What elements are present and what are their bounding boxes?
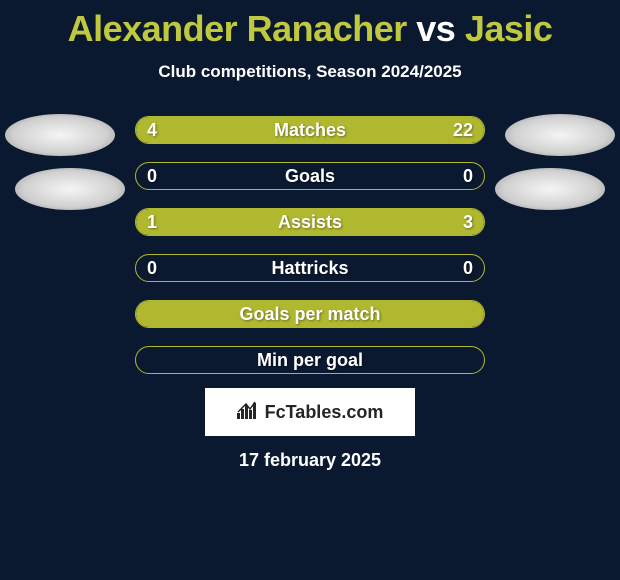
snapshot-date: 17 february 2025 — [0, 450, 620, 471]
vs-text: vs — [416, 8, 455, 49]
stat-row: Matches422 — [135, 112, 485, 148]
brand-badge[interactable]: FcTables.com — [205, 388, 415, 436]
player2-name: Jasic — [465, 8, 553, 49]
bar-track — [135, 300, 485, 328]
stat-row: Goals00 — [135, 158, 485, 194]
bar-full — [136, 301, 484, 327]
brand-text: FcTables.com — [265, 402, 384, 423]
stat-value-right: 0 — [463, 254, 473, 282]
stat-value-left: 0 — [147, 254, 157, 282]
bar-right — [223, 209, 484, 235]
stat-value-right: 3 — [463, 208, 473, 236]
stat-row: Goals per match — [135, 296, 485, 332]
brand-icon — [237, 401, 259, 424]
player1-name: Alexander Ranacher — [68, 8, 407, 49]
comparison-title: Alexander Ranacher vs Jasic — [0, 0, 620, 50]
stat-value-left: 1 — [147, 208, 157, 236]
subtitle: Club competitions, Season 2024/2025 — [0, 62, 620, 82]
stat-value-right: 0 — [463, 162, 473, 190]
stat-row: Min per goal — [135, 342, 485, 378]
stat-value-left: 0 — [147, 162, 157, 190]
bar-track — [135, 162, 485, 190]
stat-row: Hattricks00 — [135, 250, 485, 286]
stat-value-right: 22 — [453, 116, 473, 144]
stat-value-left: 4 — [147, 116, 157, 144]
bar-track — [135, 346, 485, 374]
bar-track — [135, 208, 485, 236]
bar-track — [135, 116, 485, 144]
bar-left — [136, 117, 188, 143]
comparison-chart: Matches422Goals00Assists13Hattricks00Goa… — [0, 112, 620, 378]
bar-right — [188, 117, 484, 143]
bar-track — [135, 254, 485, 282]
stat-row: Assists13 — [135, 204, 485, 240]
